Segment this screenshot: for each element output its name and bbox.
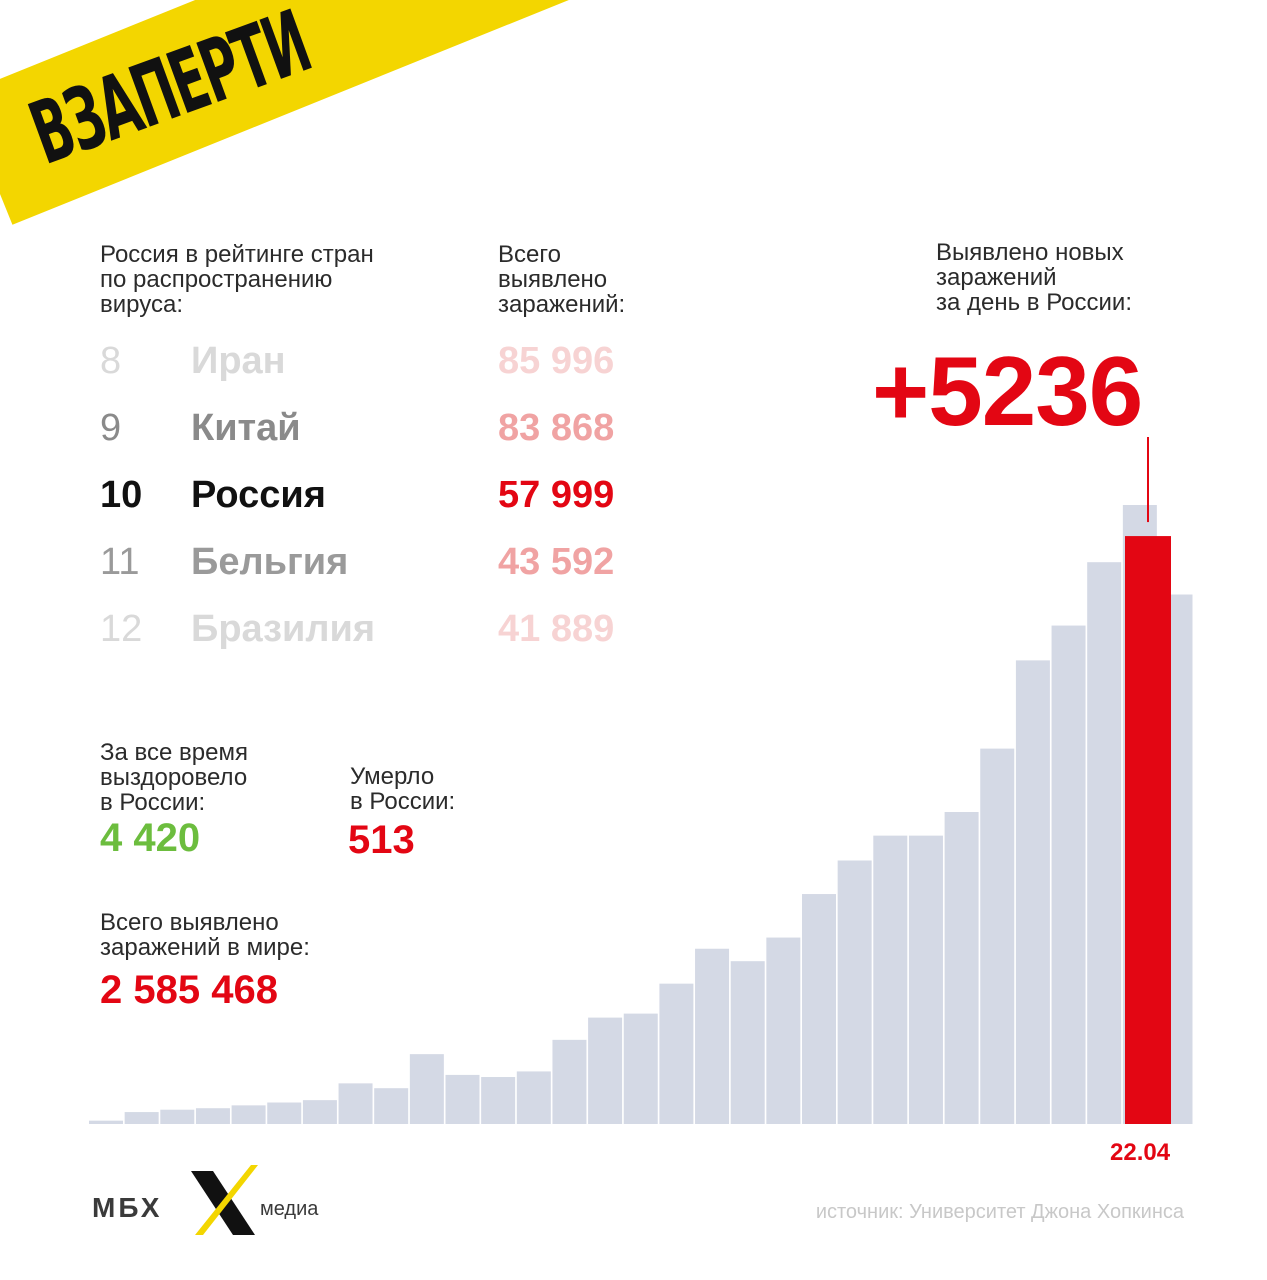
bar — [730, 961, 765, 1124]
daily-value: +5236 — [872, 336, 1143, 446]
world-value: 2 585 468 — [100, 968, 278, 1012]
source-label: источник: Университет Джона Хопкинса — [815, 1201, 1184, 1223]
country-name: Бразилия — [191, 608, 376, 650]
bar — [195, 1108, 230, 1124]
ranking-row: 12 Бразилия 41 889 — [100, 608, 660, 658]
last-date-label: 22.04 — [1110, 1139, 1171, 1166]
bar — [89, 1120, 123, 1124]
bar — [445, 1074, 480, 1124]
ranking-heading: Россия в рейтинге стран по распространен… — [100, 241, 374, 318]
bar — [267, 1102, 302, 1124]
bar — [908, 835, 943, 1124]
bar — [766, 937, 801, 1124]
rank-number: 11 — [100, 541, 140, 583]
world-heading: Всего выявлено заражений в мире: — [100, 909, 310, 961]
bar — [302, 1100, 337, 1124]
deaths-heading: Умерло в России: — [350, 763, 456, 815]
ranking-row: 8 Иран 85 996 — [100, 340, 660, 390]
country-name: Россия — [191, 474, 326, 516]
bar — [980, 748, 1015, 1124]
bar — [124, 1112, 159, 1124]
recovered-value: 4 420 — [100, 816, 201, 860]
bar — [552, 1039, 587, 1124]
bar — [944, 812, 979, 1124]
recovered-heading: За все время выздоровело в России: — [100, 739, 248, 816]
bar — [1051, 625, 1086, 1124]
country-total: 85 996 — [498, 340, 615, 382]
rank-number: 8 — [100, 340, 122, 382]
bar — [695, 948, 730, 1124]
x-logo-icon — [191, 1165, 258, 1235]
bar — [802, 894, 836, 1124]
ranking-row: 9 Китай 83 868 — [100, 407, 660, 457]
country-total: 43 592 — [498, 541, 615, 583]
daily-heading: Выявлено новых заражений за день в Росси… — [936, 239, 1132, 316]
rank-number: 10 — [100, 474, 143, 516]
bar — [588, 1017, 623, 1124]
mbx-logo: МБХ — [92, 1192, 163, 1223]
ranking-row: 11 Бельгия 43 592 — [100, 541, 660, 591]
bar — [1015, 660, 1050, 1124]
country-total: 41 889 — [498, 608, 615, 650]
bar — [623, 1013, 658, 1124]
country-name: Китай — [191, 407, 301, 449]
country-total: 57 999 — [498, 474, 615, 516]
bar-highlight — [1125, 536, 1171, 1124]
rank-number: 9 — [100, 407, 122, 449]
bar — [374, 1088, 409, 1124]
country-total: 83 868 — [498, 407, 615, 449]
bar — [160, 1109, 195, 1124]
media-label: медиа — [260, 1198, 319, 1220]
ranking-row: 10 Россия 57 999 — [100, 474, 660, 524]
bar — [873, 835, 908, 1124]
bar — [231, 1105, 266, 1124]
country-name: Бельгия — [191, 541, 349, 583]
rank-number: 12 — [100, 608, 143, 650]
country-name: Иран — [191, 340, 286, 382]
total-heading: Всего выявлено заражений: — [498, 241, 626, 318]
bar — [516, 1071, 551, 1124]
bar — [409, 1054, 444, 1124]
bar — [1087, 562, 1122, 1124]
bar — [481, 1077, 516, 1124]
bar — [659, 983, 694, 1124]
bar — [338, 1083, 373, 1124]
bar — [837, 860, 872, 1124]
deaths-value: 513 — [348, 818, 415, 862]
